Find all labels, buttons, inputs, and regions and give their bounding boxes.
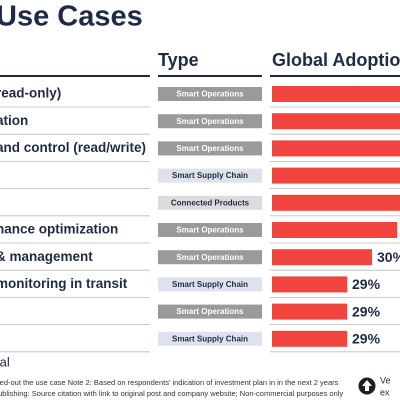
value-label: 30% <box>377 249 400 265</box>
category-label: monitoring in transit <box>0 276 128 291</box>
type-label: Smart Supply Chain <box>172 280 248 289</box>
category-label: nance optimization <box>0 222 118 237</box>
legend-text: tal <box>0 354 10 369</box>
type-pill <box>158 223 262 237</box>
bar <box>272 113 400 130</box>
type-label: Smart Supply Chain <box>172 171 248 180</box>
type-pill <box>158 250 262 265</box>
up-arrow <box>362 380 372 391</box>
chart-title: Use Cases <box>0 1 143 33</box>
column-header: Type <box>158 50 199 70</box>
bar <box>272 140 400 157</box>
value-label: 29% <box>352 303 381 319</box>
type-label: Connected Products <box>171 198 250 207</box>
bar <box>272 330 347 347</box>
type-label: Smart Operations <box>176 144 244 153</box>
type-pill <box>158 195 262 210</box>
type-pill <box>158 277 262 292</box>
corner-text: ex <box>380 387 390 397</box>
type-pill <box>158 304 262 319</box>
type-label: Smart Operations <box>176 253 244 262</box>
type-label: Smart Operations <box>176 117 244 126</box>
category-label: and control (read/write) <box>0 140 146 155</box>
type-pill <box>158 87 262 101</box>
note: ublishing: Source citation with link to … <box>0 389 343 398</box>
bar <box>272 276 347 293</box>
bar <box>272 222 397 238</box>
type-label: Smart Operations <box>176 90 244 99</box>
category-label: read-only) <box>0 86 61 101</box>
bar <box>272 167 400 184</box>
category-label: ation <box>0 113 28 128</box>
type-label: Smart Operations <box>176 307 244 316</box>
value-label: 29% <box>352 331 381 347</box>
type-pill <box>158 114 262 129</box>
corner-text: Ve <box>380 375 391 385</box>
column-header: Global Adoption <box>272 50 400 70</box>
bar <box>272 249 372 266</box>
bar <box>272 303 347 320</box>
note: led-out the use case Note 2: Based on re… <box>0 378 339 387</box>
bar <box>272 86 400 102</box>
type-pill <box>158 141 262 156</box>
type-label: Smart Supply Chain <box>172 334 248 343</box>
value-label: 29% <box>352 276 381 292</box>
type-pill <box>158 168 262 183</box>
type-label: Smart Operations <box>176 226 244 235</box>
category-label: & management <box>0 249 93 264</box>
bar <box>272 194 400 211</box>
type-pill <box>158 331 262 346</box>
